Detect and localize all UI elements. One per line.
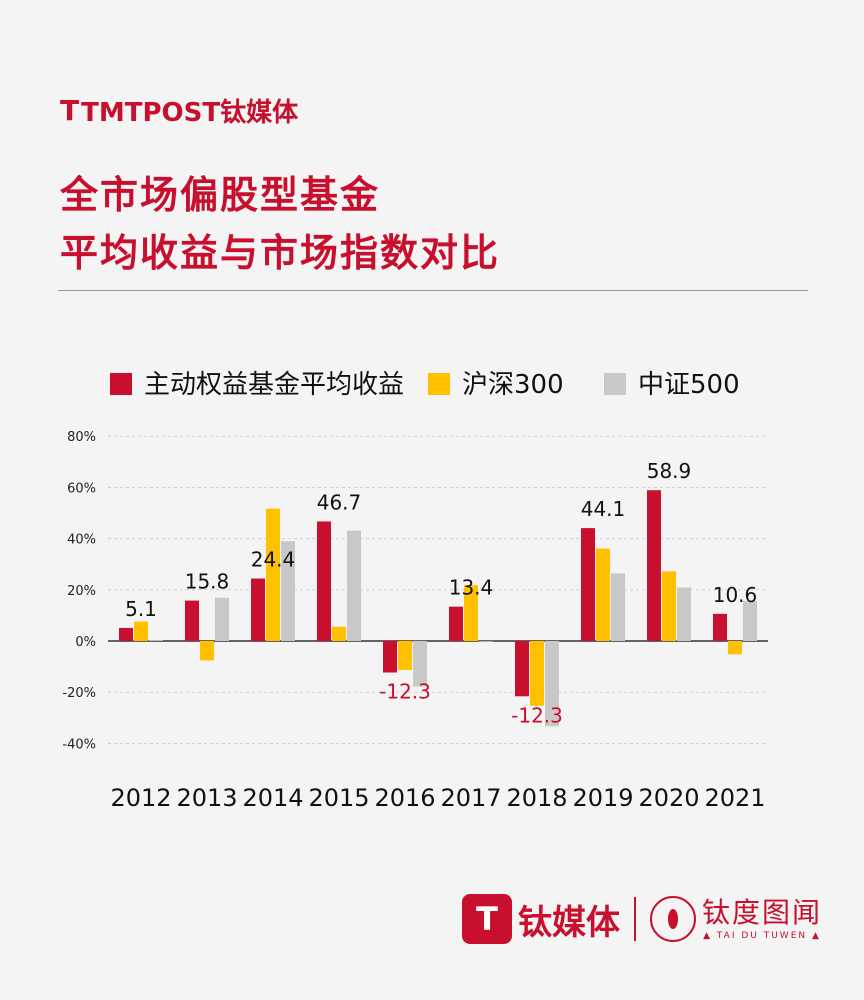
brand-mark: T	[60, 94, 80, 127]
bar-1-2020	[662, 571, 676, 641]
bar-2-2014	[281, 541, 295, 641]
x-tick-label: 2014	[242, 784, 303, 812]
bar-2-2012	[149, 640, 163, 641]
x-tick-label: 2019	[572, 784, 633, 812]
chart-grid	[108, 435, 768, 744]
x-tick-label: 2018	[506, 784, 567, 812]
x-tick-label: 2012	[110, 784, 171, 812]
footer-logo: T 钛媒体	[462, 894, 620, 944]
y-tick-label: 60%	[67, 481, 96, 496]
bar-1-2012	[134, 621, 148, 641]
bar-2-2017	[479, 641, 493, 642]
bar-chart: 主动权益基金平均收益 沪深300 中证500 80% 60% 40% 20% 0% -20% -…	[62, 370, 768, 812]
bar-0-2017	[449, 606, 463, 641]
bar-1-2017	[464, 585, 478, 641]
title-line-2: 平均收益与市场指数对比	[60, 231, 501, 275]
legend-swatch-1	[428, 373, 450, 395]
y-tick-label: -40%	[62, 737, 96, 752]
data-label-2016: -12.3	[379, 679, 431, 703]
bar-0-2016	[383, 641, 397, 673]
bar-0-2012	[119, 627, 133, 641]
x-tick-label: 2016	[374, 784, 435, 812]
brand-text: TMTPOST钛媒体	[81, 98, 299, 128]
footer-logo-text: 钛媒体	[518, 902, 620, 943]
data-label-2017: 13.4	[449, 576, 494, 600]
y-tick-label: 20%	[67, 584, 96, 599]
legend-label-2: 中证500	[638, 370, 740, 400]
y-tick-label: 40%	[67, 533, 96, 548]
footer-separator	[634, 897, 636, 941]
data-label-2020: 58.9	[647, 459, 692, 483]
data-labels: 5.1 15.8 24.4 46.7 -12.3 13.4 -12.3 44.1 58.9 10.…	[125, 459, 757, 727]
bar-2-2016	[413, 641, 427, 687]
x-tick-label: 2020	[638, 784, 699, 812]
x-tick-label: 2015	[308, 784, 369, 812]
bar-1-2019	[596, 548, 610, 641]
bar-0-2019	[581, 528, 595, 641]
x-axis: 2012 2013 2014 2015 2016 2017 2018 2019 2020 2021	[110, 784, 765, 812]
data-label-2018: -12.3	[511, 703, 563, 727]
bar-1-2014	[266, 508, 280, 641]
tudu-logo: 钛度图闻 ▲ TAI DU TUWEN ▲	[702, 896, 823, 942]
bar-1-2015	[332, 626, 346, 641]
bar-2-2015	[347, 530, 361, 641]
bar-1-2016	[398, 641, 412, 670]
tudu-en: ▲ TAI DU TUWEN ▲	[703, 931, 821, 941]
bar-0-2020	[647, 490, 661, 641]
eye-icon	[650, 896, 696, 942]
bar-2-2020	[677, 587, 691, 641]
bar-2-2013	[215, 597, 229, 641]
bar-1-2013	[200, 641, 214, 661]
bar-2-2018	[545, 641, 559, 727]
bar-0-2013	[185, 600, 199, 641]
data-label-2014: 24.4	[251, 548, 296, 572]
legend-swatch-2	[604, 373, 626, 395]
bar-2-2019	[611, 573, 625, 641]
bar-0-2021	[713, 613, 727, 641]
chart-bars	[119, 490, 757, 727]
legend-label-1: 沪深300	[462, 370, 564, 400]
y-tick-label: 80%	[67, 430, 96, 445]
bar-1-2018	[530, 641, 544, 706]
bar-0-2018	[515, 641, 529, 697]
bar-0-2014	[251, 578, 265, 641]
y-tick-label: 0%	[75, 635, 96, 650]
tudu-cn: 钛度图闻	[702, 896, 823, 929]
y-tick-label: -20%	[62, 686, 96, 701]
title-divider	[58, 290, 808, 291]
data-label-2013: 15.8	[185, 570, 230, 594]
x-tick-label: 2017	[440, 784, 501, 812]
footer: T 钛媒体 钛度图闻 ▲ TAI DU TUWEN ▲	[462, 888, 822, 950]
bar-2-2021	[743, 601, 757, 641]
data-label-2019: 44.1	[581, 497, 626, 521]
bar-1-2021	[728, 641, 742, 655]
title-line-1: 全市场偏股型基金	[60, 173, 381, 217]
legend-label-0: 主动权益基金平均收益	[144, 370, 404, 400]
brand-logo: T TMTPOST钛媒体	[60, 92, 298, 129]
x-tick-label: 2021	[704, 784, 765, 812]
bar-0-2015	[317, 521, 331, 641]
data-label-2021: 10.6	[713, 583, 758, 607]
data-label-2015: 46.7	[317, 490, 362, 514]
footer-logo-mark: T	[462, 894, 512, 944]
page-title: 全市场偏股型基金 平均收益与市场指数对比	[60, 166, 500, 282]
chart-legend: 主动权益基金平均收益 沪深300 中证500	[110, 370, 740, 400]
legend-swatch-0	[110, 373, 132, 395]
data-label-2012: 5.1	[125, 597, 157, 621]
y-axis: 80% 60% 40% 20% 0% -20% -40%	[62, 430, 96, 752]
x-tick-label: 2013	[176, 784, 237, 812]
